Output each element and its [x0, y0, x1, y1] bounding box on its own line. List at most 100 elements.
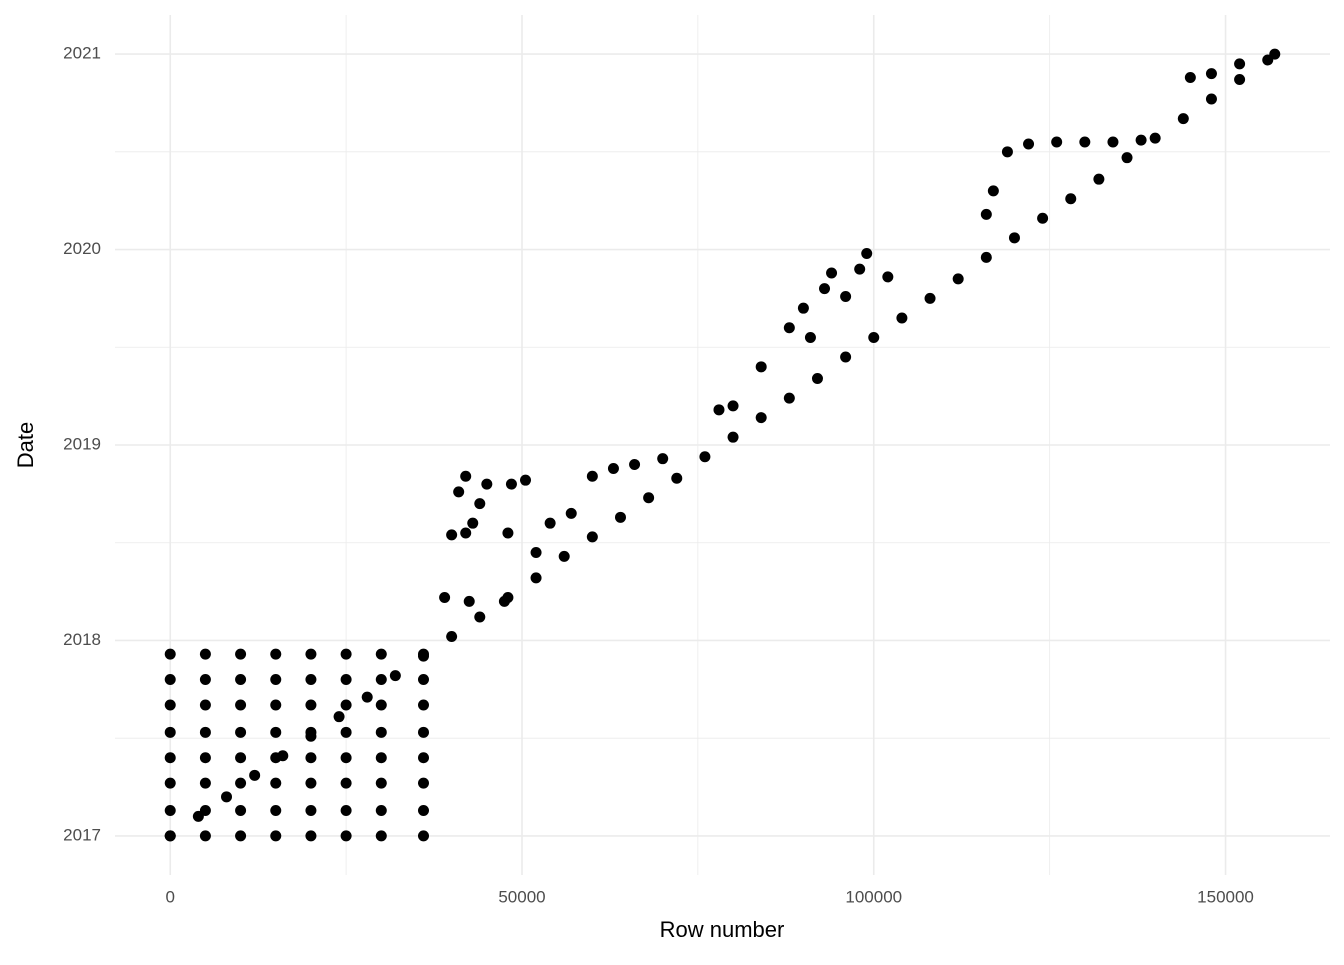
point	[270, 805, 282, 816]
point	[305, 699, 317, 711]
point	[755, 412, 767, 424]
point	[305, 730, 317, 742]
point	[417, 699, 429, 711]
point	[804, 332, 816, 343]
y-tick-label: 2018	[63, 630, 101, 649]
point	[558, 550, 570, 562]
point	[164, 830, 176, 842]
point	[1205, 93, 1217, 105]
point	[643, 492, 655, 504]
point	[340, 648, 352, 660]
point	[235, 830, 247, 842]
point	[1121, 152, 1133, 164]
point	[417, 777, 429, 789]
point	[783, 392, 795, 404]
point	[164, 752, 176, 764]
point	[446, 529, 458, 541]
point	[520, 474, 532, 486]
point	[1184, 72, 1196, 84]
point	[1065, 193, 1077, 205]
y-axis-title: Date	[13, 422, 38, 468]
point	[417, 726, 429, 738]
point	[481, 478, 493, 490]
point	[164, 674, 176, 686]
point	[1149, 132, 1161, 144]
point	[375, 830, 387, 842]
point	[270, 726, 282, 738]
point	[1051, 136, 1063, 148]
point	[1008, 232, 1020, 244]
point	[1001, 146, 1013, 158]
point	[1079, 136, 1091, 148]
point	[811, 373, 823, 385]
point	[530, 572, 542, 584]
point	[924, 292, 936, 304]
point	[460, 470, 472, 482]
point	[270, 674, 282, 686]
point	[755, 361, 767, 373]
point	[797, 302, 809, 314]
point	[235, 805, 247, 816]
point	[987, 185, 999, 197]
point	[417, 752, 429, 764]
point	[840, 290, 852, 302]
point	[1093, 173, 1105, 185]
point	[235, 777, 247, 789]
point	[270, 648, 282, 660]
point	[1205, 68, 1217, 80]
x-tick-label: 0	[165, 887, 174, 906]
point	[417, 674, 429, 686]
point	[375, 674, 387, 686]
point	[1107, 136, 1119, 148]
point	[474, 611, 486, 623]
point	[235, 699, 247, 711]
point	[333, 711, 345, 723]
y-tick-label: 2021	[63, 44, 101, 63]
point	[340, 674, 352, 686]
point	[417, 805, 429, 816]
point	[980, 208, 992, 220]
point	[1269, 48, 1281, 60]
point	[375, 648, 387, 660]
point	[270, 699, 282, 711]
point	[446, 631, 458, 643]
point	[1234, 58, 1246, 70]
point	[713, 404, 725, 416]
point	[439, 591, 451, 603]
point	[657, 453, 669, 465]
point	[199, 699, 211, 711]
point	[474, 498, 486, 510]
point	[305, 830, 317, 842]
point	[375, 726, 387, 738]
point	[671, 472, 683, 484]
point	[607, 462, 619, 474]
point	[361, 691, 373, 703]
point	[375, 752, 387, 764]
point	[270, 830, 282, 842]
point	[164, 648, 176, 660]
point	[854, 263, 866, 275]
point	[340, 805, 352, 816]
point	[1023, 138, 1035, 150]
point	[340, 777, 352, 789]
point	[868, 332, 880, 343]
point	[375, 777, 387, 789]
point	[882, 271, 894, 283]
point	[199, 674, 211, 686]
point	[952, 273, 964, 285]
point	[460, 527, 472, 539]
point	[505, 478, 517, 490]
point	[340, 752, 352, 764]
point	[235, 726, 247, 738]
x-tick-label: 100000	[845, 887, 902, 906]
point	[586, 470, 598, 482]
point	[498, 595, 510, 607]
y-tick-label: 2017	[63, 825, 101, 844]
y-tick-label: 2019	[63, 434, 101, 453]
point	[463, 595, 475, 607]
point	[164, 699, 176, 711]
point	[221, 791, 233, 803]
point	[199, 726, 211, 738]
